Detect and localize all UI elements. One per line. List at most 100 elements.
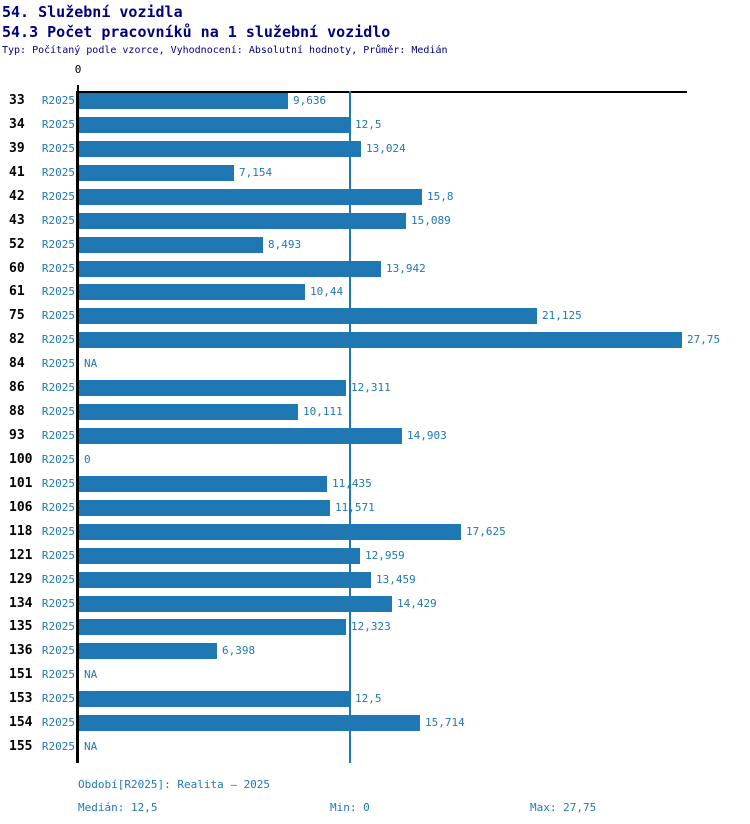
row-org-label: 86 xyxy=(9,380,25,395)
row-org-label: 61 xyxy=(9,284,25,299)
row-series-label: R2025 xyxy=(41,94,75,107)
bar xyxy=(79,189,422,205)
bar-value-label: 21,125 xyxy=(542,309,582,322)
bar-value-label: 12,323 xyxy=(351,620,391,633)
bar-value-label: NA xyxy=(84,357,98,370)
bar-value-label: 11,571 xyxy=(335,501,375,514)
row-series-label: R2025 xyxy=(41,740,75,753)
row-series-label: R2025 xyxy=(41,166,75,179)
row-series-label: R2025 xyxy=(41,429,75,442)
row-org-label: 39 xyxy=(9,141,25,156)
row-org-label: 129 xyxy=(9,572,33,587)
bar xyxy=(79,380,346,396)
row-org-label: 60 xyxy=(9,261,25,276)
row-org-label: 88 xyxy=(9,404,25,419)
bar-value-label: 27,75 xyxy=(687,333,721,346)
row-org-label: 34 xyxy=(9,117,25,132)
x-axis-line xyxy=(76,91,687,93)
row-series-label: R2025 xyxy=(41,333,75,346)
bar-value-label: 13,459 xyxy=(376,573,416,586)
row-org-label: 41 xyxy=(9,165,25,180)
bar-value-label: NA xyxy=(84,668,98,681)
bar-value-label: NA xyxy=(84,740,98,753)
bar xyxy=(79,117,350,133)
row-series-label: R2025 xyxy=(41,238,75,251)
bar-value-label: 10,111 xyxy=(303,405,343,418)
bar-value-label: 11,435 xyxy=(332,477,372,490)
footer-period-label: Období[R2025]: Realita – 2025 xyxy=(78,778,271,791)
row-org-label: 118 xyxy=(9,524,33,539)
bar xyxy=(79,524,461,540)
bar xyxy=(79,261,381,277)
x-axis-zero-tick xyxy=(77,85,79,91)
row-series-label: R2025 xyxy=(41,285,75,298)
bar xyxy=(79,93,288,109)
bar xyxy=(79,428,402,444)
row-series-label: R2025 xyxy=(41,381,75,394)
bar xyxy=(79,237,263,253)
bar xyxy=(79,500,330,516)
row-series-label: R2025 xyxy=(41,620,75,633)
chart-subtitle: 54.3 Počet pracovníků na 1 služební vozi… xyxy=(2,23,391,41)
bar xyxy=(79,643,217,659)
row-org-label: 121 xyxy=(9,548,33,563)
bar xyxy=(79,141,361,157)
row-org-label: 75 xyxy=(9,308,25,323)
row-series-label: R2025 xyxy=(41,573,75,586)
bar-value-label: 15,8 xyxy=(427,190,454,203)
footer-max-label: Max: 27,75 xyxy=(530,801,597,814)
row-org-label: 52 xyxy=(9,237,25,252)
row-org-label: 42 xyxy=(9,189,25,204)
row-org-label: 100 xyxy=(9,452,33,467)
y-axis-line xyxy=(76,91,79,763)
row-org-label: 106 xyxy=(9,500,33,515)
bar xyxy=(79,165,234,181)
bar-value-label: 12,5 xyxy=(355,692,382,705)
bar xyxy=(79,548,360,564)
bar-value-label: 12,311 xyxy=(351,381,391,394)
bar xyxy=(79,572,371,588)
bar-value-label: 15,714 xyxy=(425,716,465,729)
row-org-label: 93 xyxy=(9,428,25,443)
row-org-label: 154 xyxy=(9,715,33,730)
row-org-label: 153 xyxy=(9,691,33,706)
row-series-label: R2025 xyxy=(41,692,75,705)
bar-value-label: 13,942 xyxy=(386,262,426,275)
row-series-label: R2025 xyxy=(41,405,75,418)
row-series-label: R2025 xyxy=(41,453,75,466)
row-series-label: R2025 xyxy=(41,309,75,322)
bar-value-label: 7,154 xyxy=(239,166,273,179)
row-org-label: 135 xyxy=(9,619,33,634)
bar xyxy=(79,476,327,492)
bar-value-label: 14,903 xyxy=(407,429,447,442)
row-series-label: R2025 xyxy=(41,477,75,490)
row-series-label: R2025 xyxy=(41,597,75,610)
median-reference-line xyxy=(349,91,351,763)
row-org-label: 84 xyxy=(9,356,25,371)
bar-value-label: 10,44 xyxy=(310,285,344,298)
row-series-label: R2025 xyxy=(41,716,75,729)
bar xyxy=(79,213,406,229)
row-org-label: 136 xyxy=(9,643,33,658)
chart-meta-line: Typ: Počítaný podle vzorce, Vyhodnocení:… xyxy=(2,45,448,56)
row-series-label: R2025 xyxy=(41,214,75,227)
row-series-label: R2025 xyxy=(41,525,75,538)
row-series-label: R2025 xyxy=(41,118,75,131)
bar-value-label: 14,429 xyxy=(397,597,437,610)
row-series-label: R2025 xyxy=(41,190,75,203)
row-org-label: 82 xyxy=(9,332,25,347)
bar-value-label: 12,959 xyxy=(365,549,405,562)
row-org-label: 134 xyxy=(9,596,33,611)
bar xyxy=(79,691,350,707)
bar-value-label: 17,625 xyxy=(466,525,506,538)
bar-value-label: 9,636 xyxy=(293,94,327,107)
row-series-label: R2025 xyxy=(41,644,75,657)
bar-value-label: 8,493 xyxy=(268,238,302,251)
footer-min-label: Min: 0 xyxy=(330,801,370,814)
bar xyxy=(79,715,420,731)
footer-median-label: Medián: 12,5 xyxy=(78,801,158,814)
row-series-label: R2025 xyxy=(41,142,75,155)
bar xyxy=(79,308,537,324)
row-series-label: R2025 xyxy=(41,549,75,562)
row-series-label: R2025 xyxy=(41,668,75,681)
